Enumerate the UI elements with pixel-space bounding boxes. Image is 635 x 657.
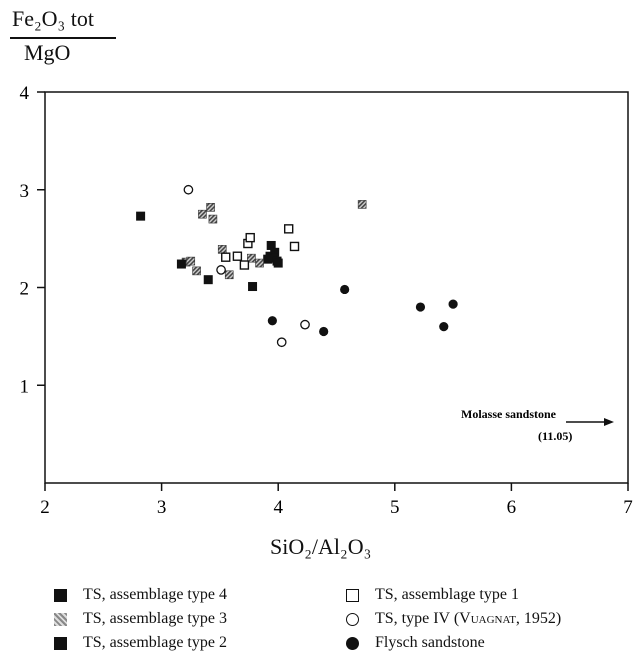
data-point: [208, 214, 218, 224]
data-point: [266, 240, 276, 250]
y-axis-label-denominator: MgO: [24, 40, 71, 65]
data-point: [217, 245, 227, 254]
data-point: [239, 260, 250, 270]
annotation-label: Molasse sandstone: [461, 407, 557, 421]
legend-label: TS, type IV (Vuagnat, 1952): [375, 610, 561, 628]
data-point: [289, 241, 300, 252]
legend-label: TS, assemblage type 1: [375, 586, 519, 603]
data-point: [224, 270, 234, 280]
legend-item-type-2: TS, assemblage type 2: [54, 634, 227, 652]
legend-label: TS, assemblage type 3: [83, 610, 227, 627]
data-point: [232, 251, 243, 261]
scatter-plot: 2 3 4 5 6 7 1 2 3 4 Molasse sandstone (11.05): [20, 83, 633, 518]
data-point: [192, 266, 201, 276]
data-point: [203, 275, 213, 285]
open-circle-icon: [346, 612, 359, 626]
hatched-square-icon: [54, 612, 67, 626]
data-point: [206, 203, 215, 212]
x-tick-label: 5: [390, 497, 400, 518]
x-tick-label: 3: [157, 497, 167, 518]
y-tick-label: 4: [20, 83, 30, 104]
annotation-arrow-head: [604, 418, 614, 426]
data-point: [270, 247, 280, 257]
data-point: [183, 184, 194, 195]
legend-label-suffix: , 1952): [515, 610, 562, 627]
data-point: [319, 326, 329, 337]
open-square-icon: [346, 588, 359, 602]
data-point: [273, 258, 283, 268]
data-point: [415, 302, 426, 312]
annotation-value: (11.05): [538, 429, 572, 443]
y-axis-label-numerator: Fe₂O₃ tot: [12, 6, 94, 31]
legend-item-type-4: TS, assemblage type 4: [54, 586, 227, 604]
x-tick-label: 6: [507, 497, 517, 518]
legend: TS, assemblage type 4 TS, assemblage typ…: [48, 586, 635, 656]
data-point: [247, 253, 256, 263]
legend-item-type-iv: TS, type IV (Vuagnat, 1952): [346, 610, 561, 628]
data-point: [186, 256, 196, 266]
y-tick-label: 2: [20, 279, 30, 300]
data-point: [248, 282, 258, 292]
data-point: [448, 299, 458, 309]
x-tick-label: 7: [623, 497, 633, 518]
filled-circle-icon: [346, 636, 359, 650]
data-point: [245, 232, 255, 243]
data-point: [439, 322, 449, 332]
data-point: [216, 265, 226, 275]
data-point: [221, 252, 231, 262]
legend-label-prefix: TS, type IV (: [375, 610, 460, 627]
data-point: [300, 319, 310, 330]
legend-item-type-1: TS, assemblage type 1: [346, 586, 519, 604]
x-tick-label: 2: [40, 497, 50, 518]
legend-label: TS, assemblage type 4: [83, 586, 227, 603]
x-axis-label: SiO₂/Al₂O₃: [270, 534, 372, 559]
data-point: [198, 209, 207, 219]
data-point: [276, 337, 287, 348]
legend-label: TS, assemblage type 2: [83, 634, 227, 651]
filled-square-icon: [54, 588, 67, 602]
legend-item-type-3: TS, assemblage type 3: [54, 610, 227, 628]
filled-square-icon: [54, 636, 67, 650]
y-tick-label: 3: [20, 181, 30, 202]
data-point: [267, 316, 277, 326]
data-point: [357, 200, 367, 209]
y-axis-label-fraction-bar: [10, 37, 116, 39]
data-point: [263, 254, 273, 264]
data-point: [176, 259, 186, 269]
data-point: [283, 224, 294, 234]
y-tick-label: 1: [20, 376, 30, 397]
legend-item-flysch: Flysch sandstone: [346, 634, 485, 652]
legend-label: Flysch sandstone: [375, 634, 485, 651]
plot-frame: [44, 91, 629, 484]
legend-label-author: Vuagnat: [459, 610, 516, 627]
data-point: [340, 284, 350, 295]
data-point: [255, 258, 264, 268]
data-point: [136, 211, 146, 221]
x-tick-label: 4: [273, 497, 283, 518]
